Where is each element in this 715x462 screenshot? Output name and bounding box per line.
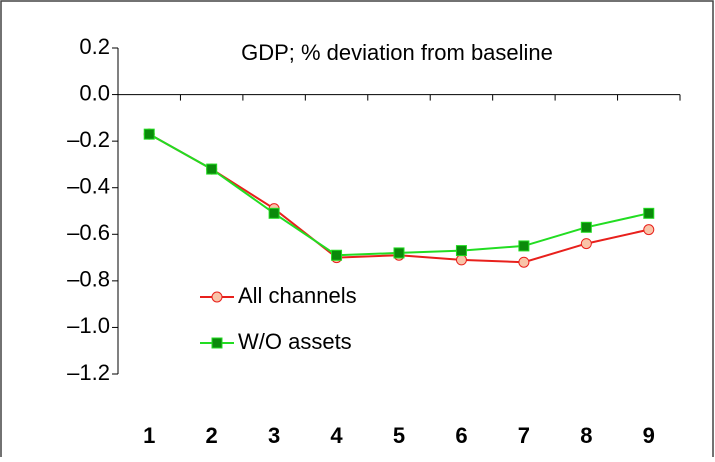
y-tick-label: –0.2 <box>67 127 110 152</box>
legend-label: W/O assets <box>238 329 352 354</box>
x-tick-label: 7 <box>518 423 530 448</box>
x-tick-label: 1 <box>143 423 155 448</box>
x-tick-label: 5 <box>393 423 405 448</box>
marker <box>455 254 467 266</box>
marker <box>643 207 655 219</box>
marker <box>455 245 467 257</box>
legend-marker <box>211 337 223 349</box>
marker <box>643 224 655 236</box>
y-tick-label: –0.4 <box>67 174 110 199</box>
marker <box>206 163 218 175</box>
marker <box>580 221 592 233</box>
x-tick-label: 9 <box>643 423 655 448</box>
marker <box>580 238 592 250</box>
y-tick-label: 0.0 <box>79 80 110 105</box>
marker <box>331 249 343 261</box>
marker <box>518 240 530 252</box>
chart-title: GDP; % deviation from baseline <box>241 40 553 65</box>
y-tick-label: –1.0 <box>67 313 110 338</box>
y-tick-label: –0.8 <box>67 267 110 292</box>
y-tick-label: –0.6 <box>67 220 110 245</box>
marker <box>143 128 155 140</box>
marker <box>268 207 280 219</box>
y-tick-label: –1.2 <box>67 360 110 385</box>
legend-marker <box>211 291 223 303</box>
marker <box>518 256 530 268</box>
x-tick-label: 4 <box>330 423 343 448</box>
x-tick-label: 8 <box>580 423 592 448</box>
y-tick-label: 0.2 <box>79 34 110 59</box>
x-tick-label: 3 <box>268 423 280 448</box>
x-tick-label: 2 <box>206 423 218 448</box>
marker <box>393 247 405 259</box>
x-tick-label: 6 <box>455 423 467 448</box>
legend-label: All channels <box>238 283 357 308</box>
